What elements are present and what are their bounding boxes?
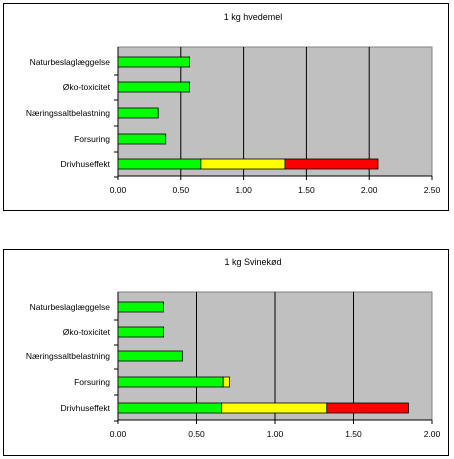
- x-tick-label: 0.00: [110, 185, 127, 195]
- bar-segment: [221, 402, 328, 414]
- bar-segment: [117, 350, 183, 362]
- category-label: Øko-toxicitet: [63, 327, 111, 337]
- x-tick-label: 1.50: [345, 429, 362, 439]
- chart-panel-svinekod: 1 kg Svinekød 0.00 0.50 1.00 1.50 2.00 Naturbe…: [3, 249, 449, 456]
- x-tick-label: 0.50: [188, 429, 205, 439]
- category-label: Næringssaltbelastning: [26, 108, 110, 118]
- bar-segment: [117, 158, 202, 170]
- x-tick-label: 0.50: [173, 185, 190, 195]
- bar-segment: [200, 158, 286, 170]
- x-tick-label: 1.50: [298, 185, 315, 195]
- category-label: Øko-toxicitet: [63, 82, 111, 92]
- x-tick-label: 1.00: [267, 429, 284, 439]
- x-tick-label: 2.00: [424, 429, 441, 439]
- bar-segment: [117, 81, 190, 93]
- bar-segment: [117, 133, 167, 145]
- chart-title: 1 kg hvedemel: [224, 12, 283, 22]
- category-label: Naturbeslaglæggelse: [30, 302, 111, 312]
- chart-panel-hvedemel: 1 kg hvedemel 0.00 0.50 1.00 1.50 2.00 2.50 Nat…: [3, 3, 449, 211]
- plot-area: [117, 46, 433, 177]
- x-tick-label: 2.00: [361, 185, 378, 195]
- category-label: Forsuring: [74, 134, 110, 144]
- bar-segment: [117, 301, 164, 313]
- bar-segment: [222, 376, 230, 388]
- chart-title: 1 kg Svinekød: [224, 257, 281, 267]
- bar-segment: [117, 326, 164, 338]
- bar-segment: [117, 402, 223, 414]
- chart-hvedemel: 1 kg hvedemel 0.00 0.50 1.00 1.50 2.00 2.50 Nat…: [26, 12, 441, 195]
- x-tick-label: 1.00: [235, 185, 252, 195]
- category-label: Drivhuseffekt: [61, 159, 111, 169]
- bar-segment: [117, 107, 159, 119]
- bar-segment: [326, 402, 409, 414]
- bar-segment: [284, 158, 379, 170]
- category-label: Drivhuseffekt: [61, 403, 111, 413]
- bar-segment: [117, 376, 224, 388]
- x-tick-label: 2.50: [424, 185, 441, 195]
- category-label: Forsuring: [74, 377, 110, 387]
- category-label: Næringssaltbelastning: [26, 351, 110, 361]
- bar-segment: [117, 56, 190, 68]
- x-tick-label: 0.00: [110, 429, 127, 439]
- chart-svinekod: 1 kg Svinekød 0.00 0.50 1.00 1.50 2.00 Naturbe…: [26, 257, 441, 439]
- category-label: Naturbeslaglæggelse: [30, 57, 111, 67]
